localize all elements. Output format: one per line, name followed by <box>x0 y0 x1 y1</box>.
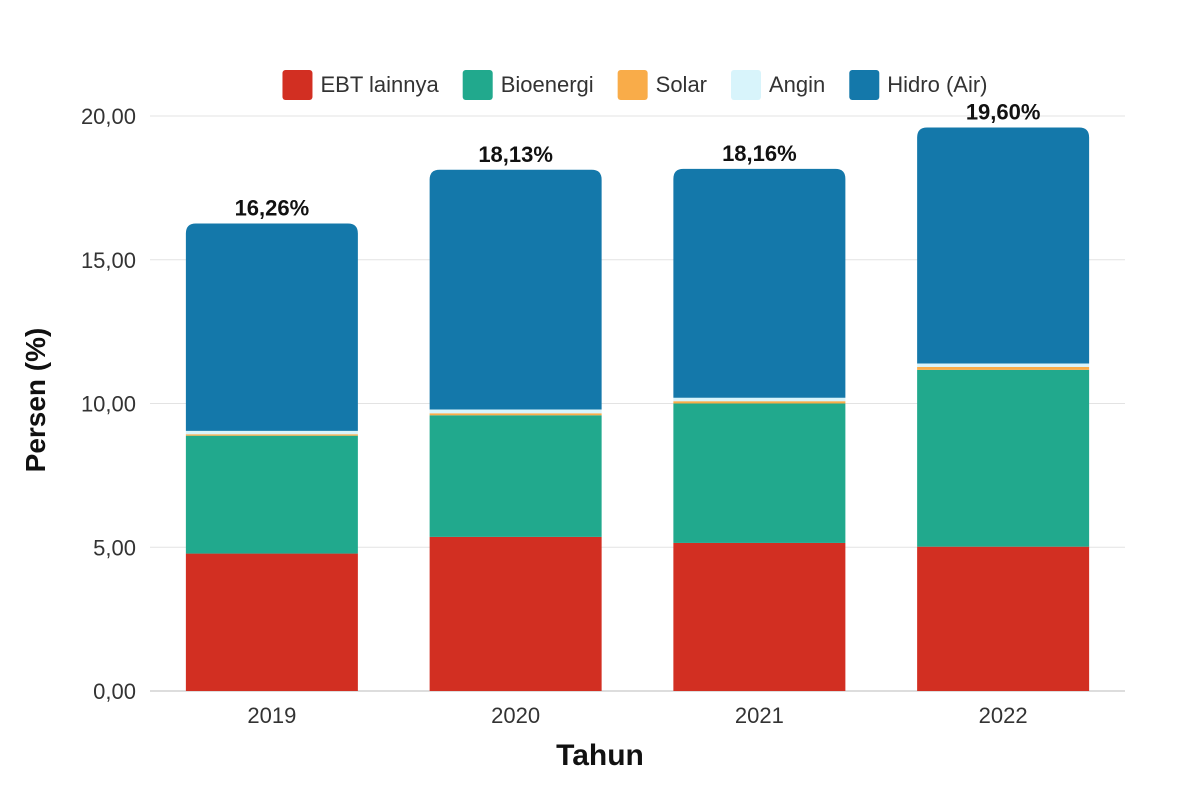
bar-segment-ebt-lainnya <box>185 553 358 691</box>
total-label: 16,26% <box>235 196 310 221</box>
legend-item: Hidro (Air) <box>849 70 988 100</box>
legend-label: Hidro (Air) <box>887 72 987 97</box>
x-axis-title: Tahun <box>556 739 644 772</box>
total-label: 18,16% <box>722 141 797 166</box>
y-tick-label: 0,00 <box>93 679 136 704</box>
bar-segment-bioenergi <box>185 435 358 554</box>
legend-item: EBT lainnya <box>282 70 439 100</box>
legend-item: Bioenergi <box>462 70 594 100</box>
legend-swatch <box>462 70 493 100</box>
legend-swatch <box>282 70 313 100</box>
bar-segment-bioenergi <box>673 403 846 543</box>
bar-segment-bioenergi <box>917 369 1090 547</box>
bar-segment-bioenergi <box>429 415 602 537</box>
bar-segment-angin <box>917 363 1090 367</box>
x-tick-label: 2022 <box>979 703 1028 728</box>
bar-segment-solar <box>185 434 358 436</box>
y-tick-label: 10,00 <box>81 392 136 417</box>
bar-segment-hidro-air <box>429 169 602 410</box>
legend-swatch <box>849 70 880 100</box>
y-tick-label: 15,00 <box>81 248 136 273</box>
bar-segment-hidro-air <box>185 223 358 431</box>
legend-swatch <box>617 70 648 100</box>
legend-label: Bioenergi <box>501 72 594 97</box>
total-label: 19,60% <box>966 100 1041 125</box>
y-tick-label: 20,00 <box>81 104 136 129</box>
total-label: 18,13% <box>478 142 553 167</box>
bar-segment-angin <box>429 409 602 414</box>
legend-label: Solar <box>656 72 707 97</box>
legend: EBT lainnya Bioenergi Solar Angin Hidro (Air… <box>282 70 988 100</box>
bars <box>185 127 1090 691</box>
bar-segment-ebt-lainnya <box>429 536 602 691</box>
legend-item: Angin <box>731 70 825 100</box>
bar-segment-hidro-air <box>673 168 846 398</box>
legend-label: EBT lainnya <box>320 72 439 97</box>
bar-segment-solar <box>917 366 1090 370</box>
axes: 0,00 5,00 10,00 15,00 20,00 2019 2020 2021 2022 <box>81 104 1028 728</box>
bar-segment-hidro-air <box>917 127 1090 364</box>
bar-segment-angin <box>673 397 846 402</box>
bar-segment-solar <box>673 401 846 404</box>
y-axis-title: Persen (%) <box>20 328 51 473</box>
bar-segment-solar <box>429 413 602 416</box>
x-tick-label: 2019 <box>247 703 296 728</box>
legend-label: Angin <box>769 72 825 97</box>
x-tick-label: 2020 <box>491 703 540 728</box>
y-tick-label: 5,00 <box>93 535 136 560</box>
x-tick-label: 2021 <box>735 703 784 728</box>
legend-item: Solar <box>617 70 707 100</box>
total-labels: 16,26% 18,13% 18,16% 19,60% <box>235 100 1041 221</box>
bar-segment-angin <box>185 430 358 435</box>
legend-swatch <box>731 70 762 100</box>
bar-segment-ebt-lainnya <box>673 542 846 691</box>
bar-segment-ebt-lainnya <box>917 546 1090 691</box>
